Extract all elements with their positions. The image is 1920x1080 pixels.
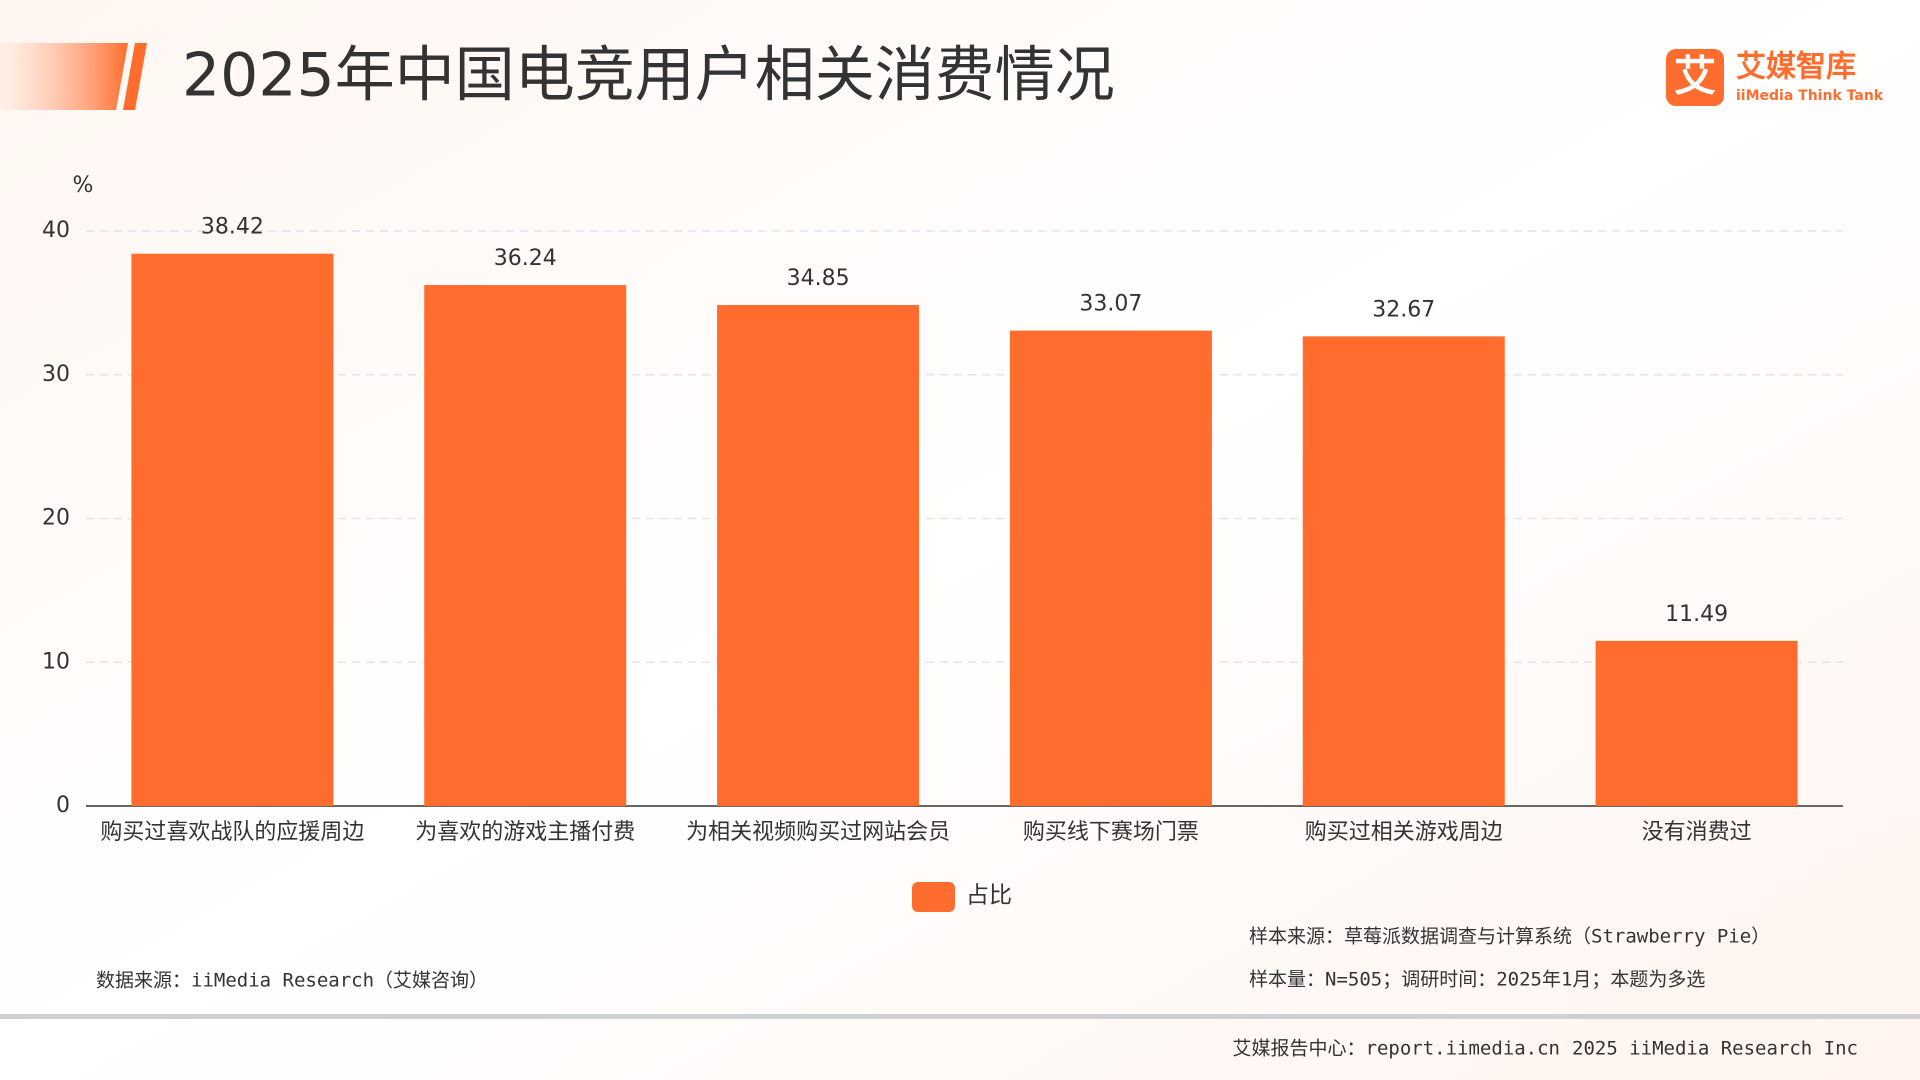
value-label: 38.42 <box>201 215 264 240</box>
sample-source: 样本来源：草莓派数据调查与计算系统（Strawberry Pie） <box>1249 926 1770 948</box>
y-tick-label: 0 <box>56 793 70 818</box>
logo-mark-bg <box>1666 49 1724 106</box>
x-tick-label: 为喜欢的游戏主播付费 <box>415 820 635 845</box>
x-tick-label: 购买过相关游戏周边 <box>1305 820 1503 845</box>
bar <box>424 285 627 806</box>
x-tick-label: 没有消费过 <box>1642 820 1752 845</box>
value-label: 33.07 <box>1079 292 1142 317</box>
bar <box>131 253 334 806</box>
data-source: 数据来源：iiMedia Research（艾媒咨询） <box>96 970 488 992</box>
value-label: 34.85 <box>787 266 850 291</box>
value-label: 11.49 <box>1665 602 1728 627</box>
y-tick-label: 40 <box>42 218 70 243</box>
bar <box>1302 336 1505 806</box>
sample-size: 样本量：N=505；调研时间：2025年1月；本题为多选 <box>1249 969 1705 991</box>
logo-subname: iiMedia Think Tank <box>1736 88 1884 104</box>
bar <box>1009 330 1212 806</box>
legend-swatch <box>912 882 955 912</box>
value-label: 36.24 <box>494 246 557 271</box>
x-tick-label: 购买线下赛场门票 <box>1023 820 1199 845</box>
y-tick-label: 20 <box>42 506 70 531</box>
footer-copyright: 2025 iiMedia Research Inc <box>1572 1038 1858 1060</box>
bar <box>1595 640 1798 806</box>
page-title: 2025年中国电竞用户相关消费情况 <box>182 41 1115 111</box>
logo-name: 艾媒智库 <box>1736 50 1856 85</box>
bar <box>717 305 920 806</box>
chart: % 0 10 20 30 40 购买过喜欢战队的应援周边 为喜欢的游戏主播付费 为相关视频购买… <box>42 173 1843 912</box>
value-label: 32.67 <box>1372 297 1435 322</box>
x-tick-label: 为相关视频购买过网站会员 <box>686 820 950 845</box>
legend-label: 占比 <box>966 883 1012 909</box>
x-tick-label: 购买过喜欢战队的应援周边 <box>100 820 364 845</box>
title-stripe <box>0 43 128 110</box>
footer-center: 艾媒报告中心：report.iimedia.cn <box>1233 1038 1560 1060</box>
title-stripe-bar <box>123 43 147 110</box>
footer-rule <box>0 1014 1920 1019</box>
y-tick-label: 30 <box>42 362 70 387</box>
y-axis-label: % <box>73 173 94 198</box>
logo-mark: 艾 <box>1674 52 1716 101</box>
y-tick-label: 10 <box>42 649 70 674</box>
